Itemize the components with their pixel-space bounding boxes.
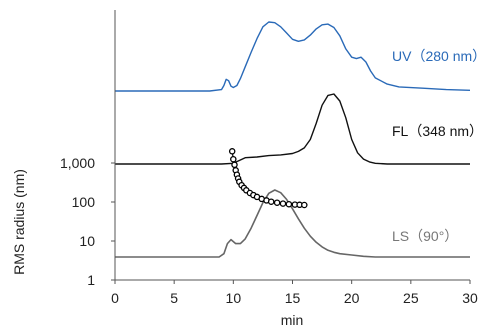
x-tick-label: 25 <box>403 290 419 306</box>
x-tick-label: 5 <box>170 290 178 306</box>
ls-trace-layer <box>115 189 470 258</box>
x-tick-label: 10 <box>226 290 242 306</box>
x-axis-ticks: 0 5 10 15 20 25 30 <box>111 280 478 306</box>
y-tick-label: 100 <box>72 194 96 210</box>
x-tick-label: 20 <box>344 290 360 306</box>
rms-radius-point <box>279 200 287 207</box>
ls-label: LS（90°） <box>392 228 458 244</box>
x-tick-label: 30 <box>462 290 478 306</box>
x-tick-label: 15 <box>285 290 301 306</box>
rms-radius-point <box>228 148 236 155</box>
x-tick-label: 0 <box>111 290 119 306</box>
x-axis-title: min <box>281 312 304 328</box>
rms-radius-point <box>267 198 275 205</box>
rms-radius-point <box>273 199 281 206</box>
rms-radius-layer <box>228 148 308 209</box>
rms-radius-point <box>230 155 237 163</box>
uv-trace-layer <box>115 21 471 92</box>
y-tick-label: 1 <box>87 272 95 288</box>
y-axis-title: RMS radius (nm) <box>11 169 27 275</box>
fl-trace <box>115 93 470 165</box>
rms-radius-point <box>285 200 293 208</box>
rms-radius-point <box>301 201 308 209</box>
rms-radius-point <box>231 161 238 169</box>
y-tick-label: 1,000 <box>60 155 95 171</box>
y-axis-ticks: 1 10 100 1,000 <box>60 155 115 288</box>
uv-trace <box>115 21 471 92</box>
y-tick-label: 10 <box>79 233 95 249</box>
ls-trace <box>115 189 470 258</box>
fl-trace-layer <box>115 93 470 165</box>
uv-label: UV（280 nm） <box>392 48 486 64</box>
fl-label: FL（348 nm） <box>392 123 483 139</box>
